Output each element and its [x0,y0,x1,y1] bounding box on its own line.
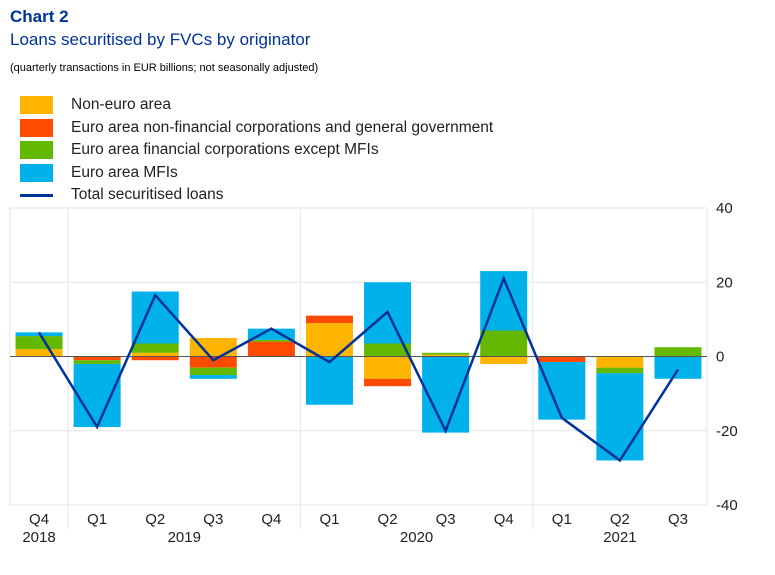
year-label-2020: 2020 [400,529,433,546]
bar-series3-4 [247,328,295,340]
bar-series0-7 [422,354,470,357]
year-label-2018: 2018 [22,529,55,546]
bar-series3-2 [131,291,179,344]
bar-series2-3 [189,367,237,376]
bar-series3-7 [422,356,470,433]
bar-series1-5 [305,315,353,324]
bar-series0-3 [189,337,237,357]
legend-item-non-euro: Non-euro area [20,94,493,117]
bar-series2-6 [364,343,412,357]
bar-series2-8 [480,330,528,357]
x-tick-label-2: Q2 [145,511,165,528]
bar-series1-9 [538,356,586,363]
chart-number: Chart 2 [10,7,69,26]
legend-item-mfi: Euro area MFIs [20,162,493,185]
x-tick-label-11: Q3 [668,511,688,528]
legend-label-non-euro: Non-euro area [71,96,171,114]
bar-series2-11 [654,347,702,357]
bar-series2-1 [73,360,121,364]
legend-item-nfc-gg: Euro area non-financial corporations and… [20,117,493,140]
year-label-2021: 2021 [603,529,636,546]
legend-label-ofi: Euro area financial corporations except … [71,141,379,159]
x-tick-label-1: Q1 [87,511,107,528]
bar-series2-10 [596,367,644,374]
bar-series2-7 [422,352,470,355]
bar-series2-2 [131,343,179,353]
y-tick-label-0: 40 [716,200,733,217]
total-line [37,275,680,463]
x-tick-label-4: Q4 [261,511,281,528]
y-tick-label-1: 20 [716,274,733,291]
y-tick-label-4: -40 [716,497,738,514]
year-label-2019: 2019 [168,529,201,546]
bar-series0-2 [131,352,179,357]
x-tick-label-9: Q1 [552,511,572,528]
legend-label-nfc-gg: Euro area non-financial corporations and… [71,118,494,136]
bar-series3-11 [654,356,702,379]
bar-series1-3 [189,356,237,368]
bar-series0-6 [364,356,412,379]
bar-series3-9 [538,362,586,420]
chart-subtitle: (quarterly transactions in EUR billions;… [10,62,319,74]
bar-series1-6 [364,378,412,387]
bar-series0-5 [305,323,353,357]
bar-series1-1 [73,356,121,361]
bar-series3-3 [189,375,237,379]
x-tick-label-0: Q4 [29,511,49,528]
legend-item-total: Total securitised loans [20,184,493,207]
bar-series3-5 [305,356,353,405]
x-tick-label-6: Q2 [378,511,398,528]
legend-swatch-nfc-gg [20,118,53,137]
x-tick-label-8: Q4 [494,511,514,528]
bar-series0-10 [596,356,644,368]
legend-label-mfi: Euro area MFIs [71,163,178,181]
bar-series2-4 [247,339,295,342]
legend-swatch-non-euro [20,96,53,115]
chart-title: Loans securitised by FVCs by originator [10,30,311,49]
bar-series0-8 [480,356,528,364]
x-tick-label-10: Q2 [610,511,630,528]
legend-item-ofi: Euro area financial corporations except … [20,139,493,162]
bar-series3-10 [596,373,644,461]
y-tick-label-3: -20 [716,423,738,440]
x-tick-label-5: Q1 [319,511,339,528]
bar-series2-0 [15,336,63,350]
x-tick-label-3: Q3 [203,511,223,528]
legend-label-total: Total securitised loans [71,186,224,204]
legend-swatch-total [20,194,53,197]
legend-swatch-ofi [20,141,53,160]
x-tick-label-7: Q3 [436,511,456,528]
legend: Non-euro area Euro area non-financial co… [20,94,493,207]
bar-series0-0 [15,349,63,357]
bar-series1-2 [131,356,179,361]
bar-series1-4 [247,341,295,357]
bar-series3-1 [73,363,121,428]
legend-swatch-mfi [20,163,53,182]
y-tick-label-2: 0 [716,349,724,366]
